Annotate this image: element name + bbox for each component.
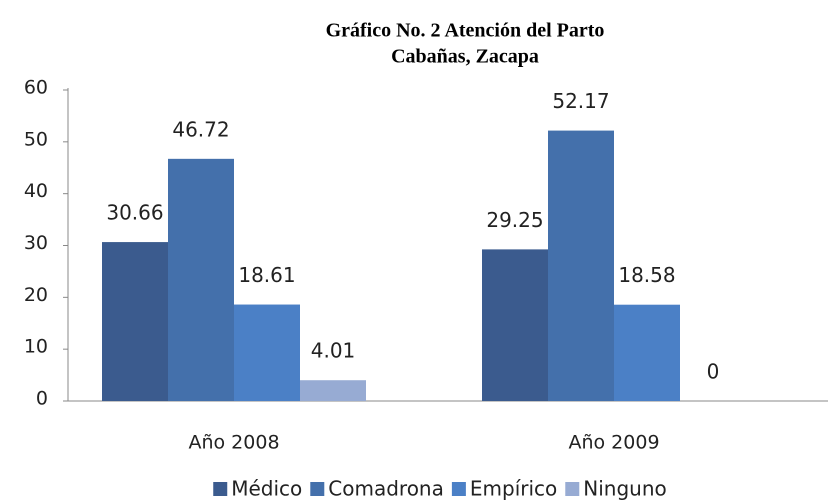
x-tick-label: Año 2009	[568, 432, 659, 454]
bar	[234, 304, 300, 401]
chart-title: Gráfico No. 2 Atención del Parto	[326, 20, 605, 42]
value-label: 0	[707, 360, 720, 384]
y-tick-label: 10	[24, 336, 48, 358]
value-label: 29.25	[486, 208, 543, 232]
bar	[168, 158, 234, 401]
y-tick-label: 60	[24, 77, 48, 99]
legend-label: Ninguno	[583, 477, 666, 501]
y-tick-label: 0	[36, 388, 48, 410]
legend-swatch	[565, 482, 580, 496]
value-label: 4.01	[311, 339, 356, 363]
bar	[614, 304, 680, 401]
value-label: 18.61	[238, 263, 295, 287]
value-label: 52.17	[552, 89, 609, 113]
legend-swatch	[310, 482, 325, 496]
value-label: 46.72	[172, 117, 229, 141]
y-tick-label: 20	[24, 284, 48, 306]
bar	[102, 242, 168, 401]
bar	[300, 380, 366, 401]
legend-swatch	[451, 482, 466, 496]
y-tick-label: 50	[24, 128, 48, 150]
y-tick-label: 40	[24, 180, 48, 202]
legend-label: Comadrona	[328, 477, 444, 501]
chart-subtitle: Cabañas, Zacapa	[391, 46, 539, 68]
value-label: 18.58	[618, 263, 675, 287]
value-label: 30.66	[106, 201, 163, 225]
legend-label: Empírico	[470, 477, 557, 501]
y-tick-label: 30	[24, 232, 48, 254]
legend-label: Médico	[231, 477, 302, 501]
legend-swatch	[213, 482, 228, 496]
bar	[482, 249, 548, 401]
bar	[548, 130, 614, 401]
x-tick-label: Año 2008	[188, 432, 279, 454]
